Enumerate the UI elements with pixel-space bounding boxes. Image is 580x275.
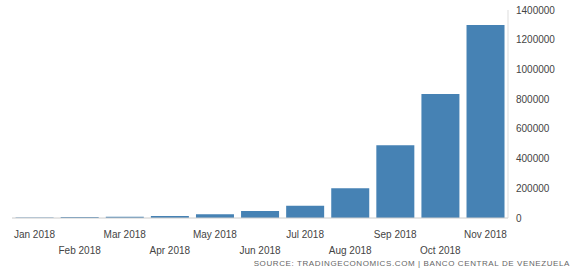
svg-text:Jun 2018: Jun 2018	[239, 245, 281, 256]
svg-text:May 2018: May 2018	[193, 229, 237, 240]
svg-text:200000: 200000	[516, 183, 550, 194]
svg-text:Apr 2018: Apr 2018	[150, 245, 191, 256]
svg-text:Aug 2018: Aug 2018	[329, 245, 372, 256]
svg-text:600000: 600000	[516, 123, 550, 134]
svg-text:Sep 2018: Sep 2018	[374, 229, 417, 240]
svg-text:1400000: 1400000	[516, 5, 555, 16]
svg-text:Oct 2018: Oct 2018	[420, 245, 461, 256]
svg-text:Jan 2018: Jan 2018	[14, 229, 56, 240]
svg-text:400000: 400000	[516, 153, 550, 164]
svg-text:Feb 2018: Feb 2018	[59, 245, 102, 256]
svg-text:0: 0	[516, 213, 522, 224]
svg-text:1000000: 1000000	[516, 64, 555, 75]
svg-text:1200000: 1200000	[516, 34, 555, 45]
html-text:SOURCE: TRADINGECONOMICS.COM |: SOURCE: TRADINGECONOMICS.COM | BANCO CEN…	[253, 259, 570, 268]
svg-text:Mar 2018: Mar 2018	[104, 229, 147, 240]
svg-text:Nov 2018: Nov 2018	[464, 229, 507, 240]
svg-text:Jul 2018: Jul 2018	[286, 229, 324, 240]
svg-text:800000: 800000	[516, 94, 550, 105]
